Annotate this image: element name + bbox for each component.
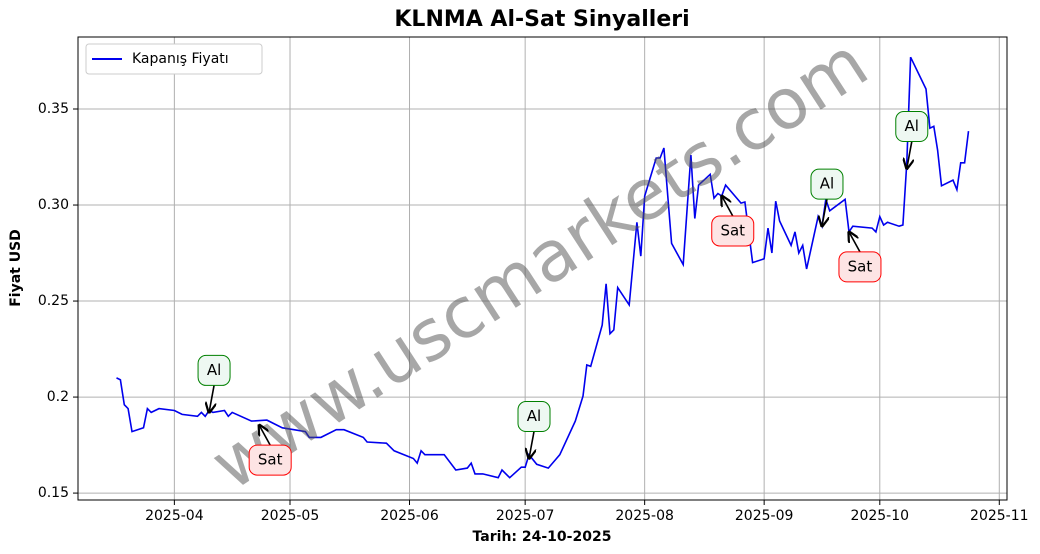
annotation-label: Sat — [720, 222, 745, 240]
annotation-box — [810, 168, 844, 200]
x-tick-label: 2025-05 — [261, 508, 320, 524]
y-axis-label: Fiyat USD — [8, 229, 24, 307]
annotation-label: Sat — [848, 257, 873, 275]
x-tick-label: 2025-06 — [380, 508, 439, 524]
x-tick-label: 2025-07 — [496, 508, 555, 524]
annotation-arrow — [722, 196, 734, 217]
y-tick-label: 0.35 — [38, 101, 69, 117]
plot-frame — [77, 36, 1008, 501]
annotation-arrow — [529, 431, 534, 459]
annotation-arrow — [209, 385, 214, 412]
chart-title: KLNMA Al-Sat Sinyalleri — [394, 7, 689, 32]
annotation-label: Sat — [258, 451, 283, 469]
annotation-box — [197, 354, 231, 386]
annotation-box — [838, 251, 882, 283]
y-tick-label: 0.2 — [47, 389, 69, 405]
x-tick-label: 2025-04 — [145, 508, 204, 524]
price-line — [116, 56, 970, 479]
legend-box — [85, 43, 263, 75]
x-tick-label: 2025-10 — [851, 508, 910, 524]
annotation-label: Al — [905, 117, 919, 135]
x-axis-label: Tarih: 24-10-2025 — [473, 529, 612, 545]
annotation-arrow — [822, 199, 827, 226]
annotation-arrow — [259, 425, 271, 446]
annotation-box — [517, 401, 551, 433]
annotation-arrow — [849, 232, 861, 253]
legend-label: Kapanış Fiyatı — [132, 51, 229, 67]
watermark: www.uscmarkets.com — [197, 22, 882, 507]
annotation-box — [895, 111, 929, 143]
annotation-label: Al — [527, 407, 541, 425]
x-tick-label: 2025-08 — [615, 508, 674, 524]
x-tick-label: 2025-09 — [735, 508, 794, 524]
annotation-box — [248, 444, 292, 476]
x-tick-label: 2025-11 — [970, 508, 1029, 524]
annotation-label: Al — [207, 361, 221, 379]
annotation-box — [711, 215, 755, 247]
y-tick-label: 0.15 — [38, 485, 69, 501]
annotation-label: Al — [820, 175, 834, 193]
y-tick-label: 0.30 — [38, 197, 69, 213]
annotation-arrow — [907, 141, 912, 169]
y-tick-label: 0.25 — [38, 293, 69, 309]
